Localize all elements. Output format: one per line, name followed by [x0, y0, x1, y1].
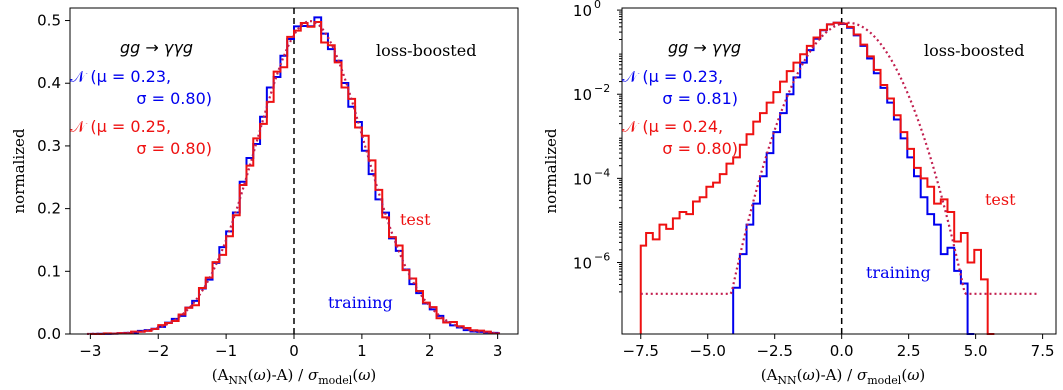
left-xtick-label: −3 — [79, 342, 101, 360]
right-hist-training — [732, 21, 975, 335]
right-fit-test-line1: 𝒩 (μ = 0.24, — [622, 117, 723, 136]
right-tag-label: loss-boosted — [924, 41, 1024, 60]
left-fit-test-line1: 𝒩 (μ = 0.25, — [70, 117, 171, 136]
left-training-label: training — [328, 293, 393, 312]
left-xtick-label: 3 — [493, 342, 503, 360]
right-xtick-label: 0.0 — [830, 342, 854, 360]
right-ytick-label: 10 — [573, 2, 592, 20]
right-ytick-label: 10 — [573, 86, 592, 104]
left-tag-label: loss-boosted — [376, 41, 476, 60]
left-fit-training-line1: 𝒩 (μ = 0.23, — [70, 67, 171, 86]
right-xtick-label: 5.0 — [964, 342, 988, 360]
right-xtick-label: 7.5 — [1031, 342, 1055, 360]
right-fit-training-line1: 𝒩 (μ = 0.23, — [622, 67, 723, 86]
left-ytick-label: 0.3 — [37, 137, 61, 155]
left-xlabel: (ANN(ω)-A) / σmodel(ω) — [212, 366, 377, 387]
right-fit-training-line2: σ = 0.81) — [662, 89, 738, 108]
left-ytick-label: 0.2 — [37, 200, 61, 218]
left-ytick-label: 0.5 — [37, 12, 61, 30]
left-process-label: gg → γγg — [120, 38, 193, 57]
right-xtick-label: −7.5 — [623, 342, 659, 360]
left-hist-training — [89, 16, 499, 335]
right-xlabel: (ANN(ω)-A) / σmodel(ω) — [761, 366, 926, 387]
left-xtick-label: −1 — [215, 342, 237, 360]
right-xtick-label: −2.5 — [756, 342, 792, 360]
right-ytick-label: 10 — [573, 170, 592, 188]
right-gauss-fit — [640, 21, 1038, 295]
left-panel: −3 −2 −1 0 1 2 30.00.10.20.30.40.5 normalized … — [10, 7, 519, 387]
left-ytick-label: 0.1 — [37, 262, 61, 280]
right-ytick-exponent: −6 — [594, 250, 610, 263]
right-ytick-label: 10 — [573, 254, 592, 272]
left-fit-training-line2: σ = 0.80) — [136, 89, 212, 108]
right-ytick-exponent: −4 — [594, 166, 610, 179]
right-process-label: gg → γγg — [668, 38, 741, 57]
right-xtick-label: 2.5 — [897, 342, 921, 360]
right-axes-frame — [621, 7, 1057, 335]
left-ylabel: normalized — [10, 128, 28, 213]
left-fit-test-line2: σ = 0.80) — [136, 139, 212, 158]
right-fit-test-line2: σ = 0.80) — [662, 139, 738, 158]
left-xtick-label: 0 — [289, 342, 299, 360]
left-ytick-label: 0.4 — [37, 74, 61, 92]
right-ylabel: normalized — [542, 128, 560, 213]
left-test-label: test — [400, 210, 431, 229]
right-xtick-label: −5.0 — [690, 342, 726, 360]
right-ytick-exponent: 0 — [594, 0, 601, 11]
right-hist-test — [639, 21, 995, 335]
left-xtick-label: 1 — [357, 342, 367, 360]
right-test-label: test — [985, 190, 1016, 209]
left-xtick-label: 2 — [425, 342, 435, 360]
left-ytick-label: 0.0 — [37, 325, 61, 343]
right-ytick-exponent: −2 — [594, 82, 610, 95]
right-training-label: training — [866, 263, 931, 282]
left-xtick-label: −2 — [147, 342, 169, 360]
